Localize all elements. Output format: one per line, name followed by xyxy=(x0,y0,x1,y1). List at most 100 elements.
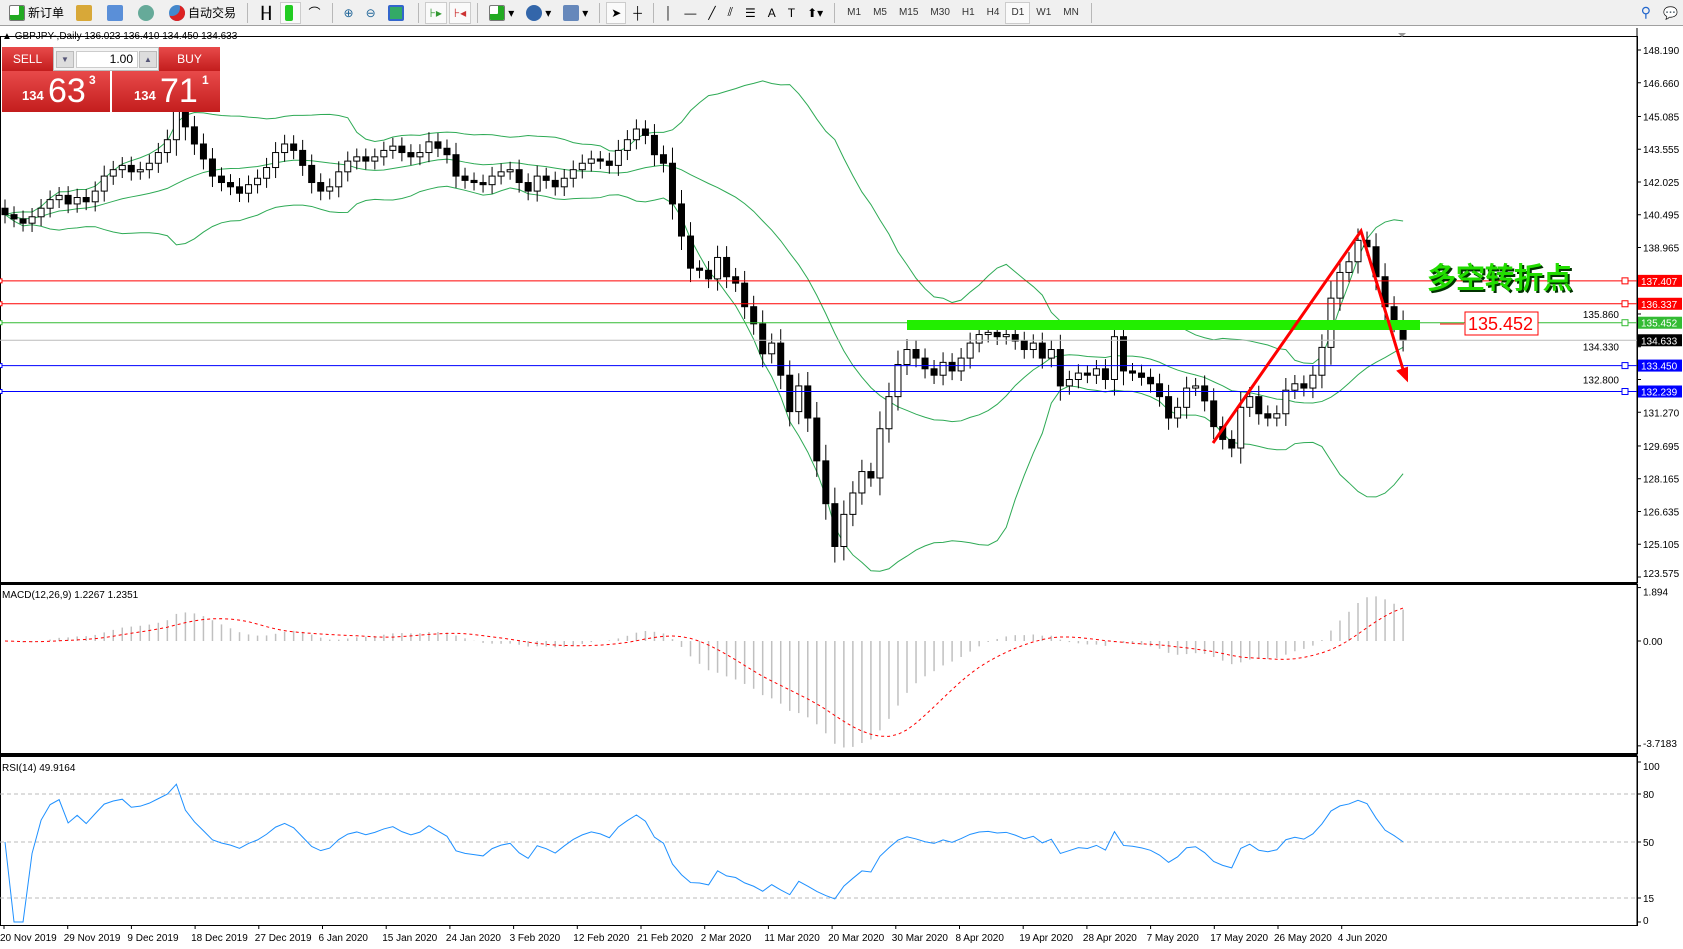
candle-body xyxy=(145,162,153,171)
level-handle[interactable] xyxy=(1621,277,1629,285)
bar-chart-button[interactable]: ┠┨ xyxy=(254,2,278,24)
vertical-line-button[interactable]: │ xyxy=(660,2,678,24)
candle-body xyxy=(849,492,857,515)
candle-body xyxy=(668,162,676,205)
periods-button[interactable]: ▾ xyxy=(521,2,556,24)
candle-body xyxy=(939,361,947,376)
level-handle[interactable] xyxy=(1621,319,1629,327)
candle xyxy=(596,151,604,170)
candle-body xyxy=(443,147,451,156)
search-button[interactable]: ⚲ xyxy=(1636,2,1656,24)
auto-scroll-button[interactable]: ⊦▸ xyxy=(424,1,447,24)
terminal-button[interactable] xyxy=(102,2,131,24)
candle-body xyxy=(317,182,325,192)
candle xyxy=(380,141,388,166)
search-icon: ⚲ xyxy=(1640,4,1652,20)
trendline-button[interactable]: ╱ xyxy=(703,2,720,24)
text-label-icon: T xyxy=(787,5,796,20)
candle xyxy=(452,142,460,188)
collapse-icon: ▲ xyxy=(2,31,15,42)
timeframe-m5[interactable]: M5 xyxy=(873,7,887,18)
candle-body xyxy=(1119,336,1127,372)
one-click-trading-panel: SELL ▼ 1.00 ▲ BUY 134 63 3 134 71 1 xyxy=(2,47,220,112)
navigator-button[interactable] xyxy=(71,2,100,24)
timeframe-h4[interactable]: H4 xyxy=(986,7,1000,18)
sell-price[interactable]: 134 63 3 xyxy=(2,71,110,112)
candle-body xyxy=(1174,406,1182,419)
equidistant-channel-button[interactable]: ⫽ xyxy=(723,2,738,24)
signal-button[interactable] xyxy=(133,2,162,24)
candle xyxy=(91,181,99,212)
level-handle xyxy=(0,320,3,326)
lot-decrease-button[interactable]: ▼ xyxy=(56,51,74,68)
zoom-in-icon: ⊕ xyxy=(343,5,354,20)
candle xyxy=(560,169,568,197)
level-handle[interactable] xyxy=(1621,388,1629,396)
auto-trading-button[interactable]: 自动交易 xyxy=(164,2,241,24)
candle-body xyxy=(1038,342,1046,359)
timeframe-d1[interactable]: D1 xyxy=(1005,1,1031,24)
tile-windows-button[interactable] xyxy=(383,2,412,24)
candle-body xyxy=(678,203,685,237)
candle-body xyxy=(488,175,496,186)
candle xyxy=(1174,397,1182,428)
candle xyxy=(659,145,667,173)
timeframe-mn[interactable]: MN xyxy=(1063,7,1079,18)
timeframe-h1[interactable]: H1 xyxy=(961,7,975,18)
timeframe-m15[interactable]: M15 xyxy=(898,7,919,18)
candle xyxy=(1156,373,1164,407)
lot-size-stepper[interactable]: ▼ 1.00 ▲ xyxy=(53,47,159,71)
date-tick-label: 3 Feb 2020 xyxy=(510,933,561,944)
pane-frame xyxy=(0,756,1638,926)
cursor-button[interactable]: ➤ xyxy=(606,1,627,24)
candle xyxy=(813,401,821,477)
templates-button[interactable]: ▾ xyxy=(558,2,593,24)
candle-body xyxy=(335,171,343,188)
divider xyxy=(477,2,479,23)
auto-scroll-icon: ⊦▸ xyxy=(429,5,442,20)
sell-button[interactable]: SELL xyxy=(2,47,53,71)
candle-body xyxy=(281,143,289,154)
level-handle[interactable] xyxy=(1621,362,1629,370)
lot-increase-button[interactable]: ▲ xyxy=(139,51,157,68)
horizontal-line-button[interactable]: — xyxy=(679,2,701,24)
candle-body xyxy=(1309,374,1317,389)
timeframe-bar: M1 M5 M15 M30 H1 H4 D1 W1 MN xyxy=(841,1,1085,24)
text-label-button[interactable]: T xyxy=(783,2,800,24)
candle-body xyxy=(208,158,216,177)
level-handle[interactable] xyxy=(1621,300,1629,308)
buy-price[interactable]: 134 71 1 xyxy=(112,71,220,112)
chat-button[interactable]: 💬 xyxy=(1658,2,1683,24)
timeframe-m30[interactable]: M30 xyxy=(930,7,950,18)
candle-body xyxy=(82,197,90,203)
chart-shift-button[interactable]: ⊦◂ xyxy=(448,1,472,24)
buy-button[interactable]: BUY xyxy=(159,47,220,71)
zoom-in-button[interactable]: ⊕ xyxy=(339,2,359,24)
annotation-shadow: 多空转折点 xyxy=(1429,263,1574,297)
chart-header: ▲ GBPJPY-,Daily 136.023 136.410 134.450 … xyxy=(2,31,238,42)
candle xyxy=(849,481,857,527)
text-button[interactable]: A xyxy=(763,2,781,24)
timeframe-w1[interactable]: W1 xyxy=(1036,7,1052,18)
fibonacci-button[interactable]: ☰ xyxy=(740,2,761,24)
price-label-bg xyxy=(1638,334,1682,347)
candle xyxy=(524,173,532,201)
candle xyxy=(1038,332,1046,369)
candle xyxy=(1147,368,1155,393)
chart-window[interactable]: ▲ GBPJPY-,Daily 136.023 136.410 134.450 … xyxy=(0,28,1683,949)
candlestick-button[interactable] xyxy=(280,1,302,24)
candle-body xyxy=(515,169,523,184)
candle-body xyxy=(19,218,27,224)
new-order-button[interactable]: 新订单 xyxy=(4,2,69,24)
price-tick-label: 140.495 xyxy=(1643,211,1680,222)
crosshair-button[interactable]: ┼ xyxy=(628,2,647,24)
zoom-out-button[interactable]: ⊖ xyxy=(361,2,381,24)
timeframe-m1[interactable]: M1 xyxy=(847,7,862,18)
candle xyxy=(668,147,676,220)
line-chart-button[interactable]: ⌒ xyxy=(303,2,325,24)
fibonacci-icon: ☰ xyxy=(744,5,756,20)
candle xyxy=(867,462,875,487)
arrows-button[interactable]: ⬆▾ xyxy=(802,2,828,24)
indicators-button[interactable]: ▾ xyxy=(484,2,519,24)
lot-size-input[interactable]: 1.00 xyxy=(76,51,138,68)
